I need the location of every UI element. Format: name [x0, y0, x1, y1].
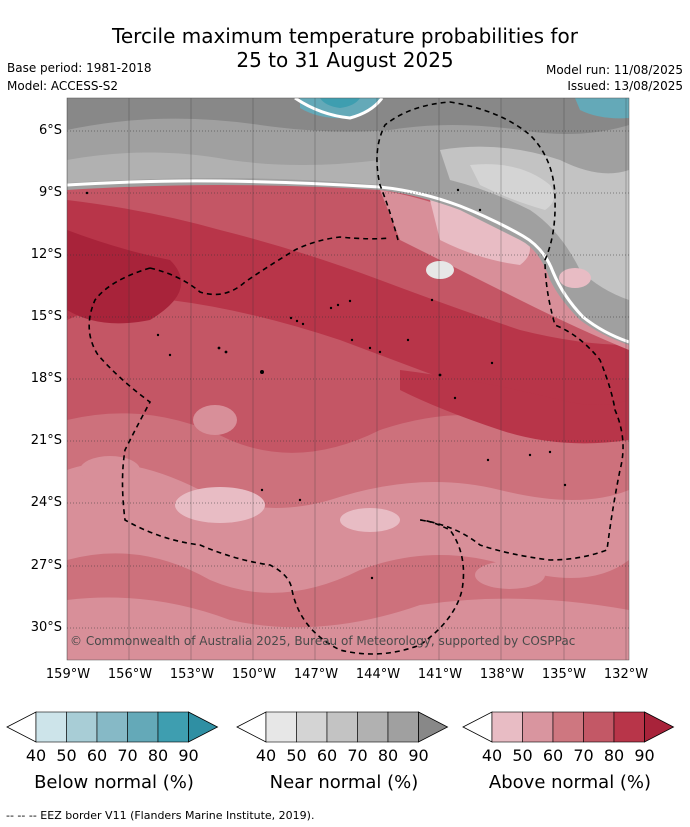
- title-line2: 25 to 31 August 2025: [236, 48, 454, 72]
- near-colorbar-tick: 80: [377, 746, 399, 765]
- near-colorbar-segment: [387, 711, 419, 743]
- near-colorbar-tick: 60: [316, 746, 338, 765]
- colorbar-below-normal: [6, 711, 219, 743]
- lon-tick: 156°W: [107, 667, 153, 682]
- lon-tick: 153°W: [169, 667, 215, 682]
- lat-tick: 30°S: [30, 620, 62, 635]
- model-name: Model: ACCESS-S2: [7, 79, 119, 93]
- lon-tick: 144°W: [355, 667, 401, 682]
- below-colorbar-tick: 90: [178, 746, 199, 765]
- lon-tick: 132°W: [603, 667, 649, 682]
- issued-date: Issued: 13/08/2025: [567, 79, 683, 93]
- below-normal-label: Below normal (%): [34, 772, 194, 793]
- probability-field: [67, 98, 629, 660]
- above-colorbar-tick: 60: [542, 746, 564, 765]
- lon-tick: 141°W: [417, 667, 463, 682]
- below-colorbar-tick: 40: [25, 746, 47, 765]
- below-colorbar-low-cap: [6, 711, 37, 743]
- lat-tick: 18°S: [30, 371, 62, 386]
- near-colorbar-tick: 50: [286, 746, 307, 765]
- model-run: Model run: 11/08/2025: [545, 63, 683, 77]
- islands: [85, 188, 567, 580]
- below-colorbar-segment: [35, 711, 67, 743]
- below-colorbar-tick: 70: [117, 746, 138, 765]
- above-colorbar-tick: 50: [512, 746, 533, 765]
- base-period: Base period: 1981-2018: [7, 61, 152, 75]
- near-colorbar-tick: 70: [347, 746, 368, 765]
- near-colorbar-segment: [357, 711, 389, 743]
- above-colorbar-tick: 70: [573, 746, 594, 765]
- near-colorbar-tick: 90: [408, 746, 429, 765]
- below-colorbar-tick: 80: [147, 746, 169, 765]
- below-colorbar-segment: [96, 711, 128, 743]
- below-colorbar-tick: 60: [86, 746, 108, 765]
- lat-tick: 21°S: [30, 433, 62, 448]
- above-colorbar-low-cap: [462, 711, 493, 743]
- near-normal-label: Near normal (%): [269, 772, 419, 793]
- below-colorbar-segment: [127, 711, 159, 743]
- above-colorbar-high-cap: [644, 711, 675, 743]
- map-title: Tercile maximum temperature probabilitie…: [0, 24, 690, 72]
- above-colorbar-segment: [583, 711, 615, 743]
- eez-borders: [88, 101, 624, 655]
- lat-tick: 27°S: [30, 558, 62, 573]
- above-colorbar-segment: [552, 711, 584, 743]
- below-colorbar-high-cap: [188, 711, 219, 743]
- eez-footer-note: -- -- -- EEZ border V11 (Flanders Marine…: [6, 809, 315, 822]
- above-colorbar-segment: [522, 711, 554, 743]
- below-colorbar-segment: [66, 711, 98, 743]
- near-colorbar-segment: [265, 711, 297, 743]
- above-colorbar-segment: [613, 711, 645, 743]
- lon-tick: 159°W: [45, 667, 91, 682]
- colorbar-above-normal: [462, 711, 675, 743]
- title-line1: Tercile maximum temperature probabilitie…: [112, 24, 578, 48]
- near-colorbar-segment: [296, 711, 328, 743]
- near-colorbar-tick: 40: [255, 746, 277, 765]
- lon-tick: 147°W: [293, 667, 339, 682]
- lat-tick: 9°S: [38, 185, 62, 200]
- lon-tick: 138°W: [479, 667, 525, 682]
- near-colorbar-segment: [326, 711, 358, 743]
- above-colorbar-segment: [491, 711, 523, 743]
- colorbar-near-normal: [236, 711, 449, 743]
- below-colorbar-tick: 50: [56, 746, 77, 765]
- above-normal-label: Above normal (%): [488, 772, 652, 793]
- below-colorbar-segment: [157, 711, 189, 743]
- near-colorbar-low-cap: [236, 711, 267, 743]
- copyright-notice: © Commonwealth of Australia 2025, Bureau…: [70, 634, 576, 648]
- above-colorbar-tick: 80: [603, 746, 625, 765]
- lon-tick: 150°W: [231, 667, 277, 682]
- above-colorbar-tick: 90: [634, 746, 655, 765]
- above-colorbar-tick: 40: [481, 746, 503, 765]
- lat-tick: 24°S: [30, 495, 62, 510]
- lat-tick: 6°S: [38, 123, 62, 138]
- near-colorbar-high-cap: [418, 711, 449, 743]
- lon-tick: 135°W: [541, 667, 587, 682]
- lat-tick: 15°S: [30, 309, 62, 324]
- lat-tick: 12°S: [30, 247, 62, 262]
